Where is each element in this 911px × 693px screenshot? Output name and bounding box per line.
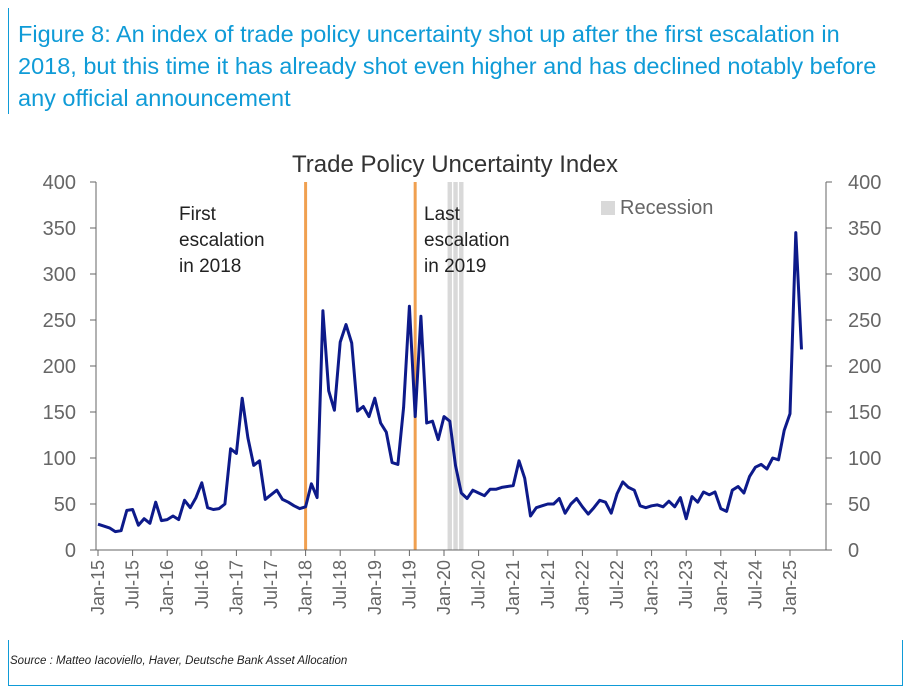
escalation-label: Last: [424, 204, 461, 225]
escalation-label: in 2018: [179, 256, 241, 277]
x-tick-label: Jan-18: [296, 560, 316, 615]
x-tick-label: Jul-20: [469, 560, 489, 609]
x-tick-label: Jan-19: [365, 560, 385, 615]
recession-bar: [447, 182, 452, 550]
left-tick-label: 150: [43, 402, 76, 424]
escalation-label: First: [179, 204, 217, 225]
x-tick-label: Jul-21: [538, 560, 558, 609]
x-tick-label: Jan-20: [434, 560, 454, 615]
x-tick-label: Jul-16: [192, 560, 212, 609]
recession-bar: [453, 182, 458, 550]
left-tick-label: 350: [43, 218, 76, 240]
right-tick-label: 150: [848, 402, 881, 424]
right-tick-label: 300: [848, 264, 881, 286]
figure-caption: Figure 8: An index of trade policy uncer…: [18, 21, 877, 111]
right-tick-label: 100: [848, 448, 881, 470]
x-tick-label: Jan-22: [572, 560, 592, 615]
x-tick-label: Jan-16: [157, 560, 177, 615]
legend-recession-swatch: [601, 201, 615, 215]
x-tick-label: Jan-21: [503, 560, 523, 615]
x-tick-label: Jan-25: [780, 560, 800, 615]
x-tick-label: Jan-15: [88, 560, 108, 615]
x-tick-label: Jan-23: [642, 560, 662, 615]
x-tick-label: Jan-17: [226, 560, 246, 615]
right-tick-label: 350: [848, 218, 881, 240]
left-tick-label: 0: [65, 540, 76, 562]
right-tick-label: 50: [848, 494, 870, 516]
x-tick-label: Jul-19: [399, 560, 419, 609]
left-tick-label: 200: [43, 356, 76, 378]
x-tick-label: Jul-17: [261, 560, 281, 609]
left-tick-label: 300: [43, 264, 76, 286]
x-tick-label: Jul-22: [607, 560, 627, 609]
right-tick-label: 400: [848, 172, 881, 194]
right-tick-label: 0: [848, 540, 859, 562]
left-tick-label: 250: [43, 310, 76, 332]
left-tick-label: 400: [43, 172, 76, 194]
right-tick-label: 200: [848, 356, 881, 378]
legend-recession-label: Recession: [620, 197, 713, 219]
escalation-label: escalation: [179, 230, 265, 251]
caption-frame: [8, 8, 903, 114]
x-tick-label: Jul-24: [745, 560, 765, 609]
left-tick-label: 50: [54, 494, 76, 516]
source-frame: [8, 640, 903, 686]
chart-container: Trade Policy Uncertainty Index Recession F…: [0, 140, 911, 650]
right-tick-label: 250: [848, 310, 881, 332]
escalation-label: in 2019: [424, 256, 486, 277]
tpu-index-line: [97, 231, 803, 534]
x-tick-label: Jul-18: [330, 560, 350, 609]
escalation-label: escalation: [424, 230, 510, 251]
recession-bar: [459, 182, 464, 550]
x-tick-label: Jul-23: [676, 560, 696, 609]
left-tick-label: 100: [43, 448, 76, 470]
chart-title: Trade Policy Uncertainty Index: [292, 151, 618, 178]
x-tick-label: Jul-15: [123, 560, 143, 609]
x-tick-label: Jan-24: [711, 560, 731, 615]
source-note: Source : Matteo Iacoviello, Haver, Deuts…: [10, 655, 348, 667]
